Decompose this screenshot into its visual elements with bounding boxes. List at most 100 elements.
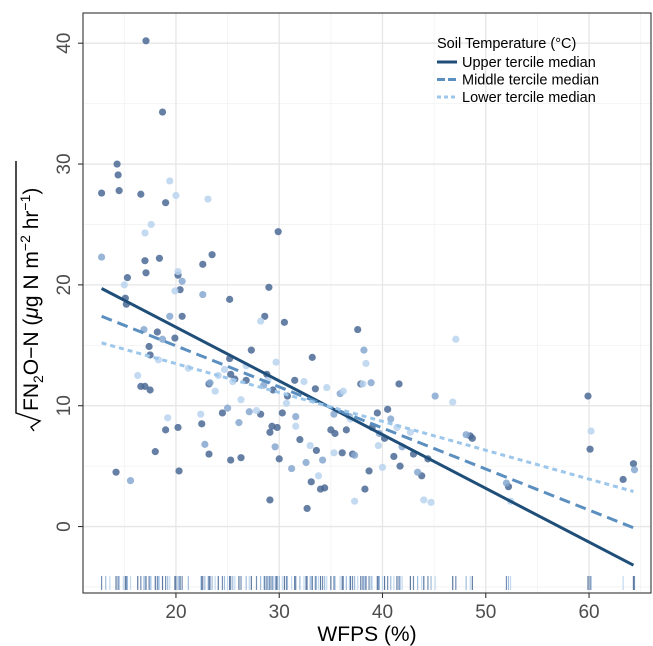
point-middle: [302, 458, 310, 467]
point-upper: [218, 409, 227, 417]
point-upper: [331, 429, 339, 438]
point-lower: [171, 287, 179, 295]
point-upper: [171, 334, 179, 342]
point-upper: [321, 484, 329, 492]
point-lower: [420, 496, 428, 504]
point-middle: [166, 312, 174, 320]
point-upper: [303, 504, 311, 513]
point-upper: [155, 254, 164, 262]
svg-text:FN2O−N (μg N m−2 hr−1): FN2O−N (μg N m−2 hr−1): [17, 188, 46, 411]
point-lower: [362, 359, 370, 368]
x-tick-label: 20: [165, 602, 186, 623]
point-lower: [237, 396, 245, 404]
y-tick-label: 40: [54, 33, 75, 54]
point-lower: [282, 399, 291, 407]
point-upper: [280, 318, 288, 326]
ylabel-sup-a: −2: [17, 235, 33, 251]
y-tick-label: 0: [54, 521, 75, 532]
point-middle: [235, 419, 243, 427]
point-upper: [113, 160, 121, 168]
point-lower: [197, 410, 205, 418]
point-upper: [311, 385, 319, 393]
point-middle: [431, 392, 439, 400]
point-upper: [115, 187, 123, 195]
trend-lines: [100, 287, 635, 567]
x-tick-label: 40: [372, 602, 393, 623]
point-middle: [201, 440, 209, 448]
point-middle: [630, 466, 639, 474]
legend-title: Soil Temperature (°C): [437, 36, 576, 52]
point-lower: [330, 449, 338, 457]
x-tick-label: 60: [578, 602, 599, 623]
point-upper: [354, 325, 362, 334]
point-lower: [220, 365, 229, 374]
point-lower: [449, 398, 457, 406]
point-upper: [158, 108, 167, 116]
axis-ticks: 20 30 40 50 60 0 10 20 30 40: [54, 33, 600, 623]
plot-border: [82, 12, 652, 594]
point-middle: [158, 335, 167, 343]
point-upper: [141, 257, 149, 265]
point-lower: [339, 387, 347, 395]
y-tick-label: 20: [54, 274, 75, 295]
point-lower: [166, 177, 174, 185]
legend-label-2: Lower tercile median: [462, 90, 596, 106]
point-upper: [629, 460, 638, 468]
point-upper: [468, 434, 476, 442]
point-middle: [126, 477, 135, 485]
point-upper: [151, 448, 159, 456]
point-upper: [174, 423, 182, 432]
point-middle: [330, 410, 338, 418]
rug-marks: [100, 576, 636, 590]
ylabel-sup-b: −1: [17, 194, 33, 210]
point-middle: [271, 443, 279, 451]
point-upper: [307, 478, 315, 486]
trend-line-1: [101, 314, 634, 530]
point-upper: [273, 423, 281, 432]
point-upper: [261, 312, 269, 320]
point-upper: [175, 467, 183, 475]
legend-label-1: Middle tercile median: [462, 73, 599, 89]
point-upper: [137, 190, 145, 198]
point-middle: [245, 408, 253, 416]
point-upper: [361, 485, 369, 493]
ylabel-mu: μ: [20, 307, 43, 320]
trend-line-0: [100, 287, 635, 567]
point-lower: [292, 422, 300, 430]
point-upper: [123, 274, 132, 282]
trend-line-2: [101, 341, 634, 493]
point-lower: [134, 371, 142, 380]
point-middle: [318, 456, 327, 464]
point-middle: [414, 468, 422, 476]
point-upper: [227, 370, 235, 378]
sqrt-sign: [15, 161, 42, 432]
point-lower: [587, 427, 595, 435]
point-upper: [384, 405, 392, 413]
ylabel-base: FN: [20, 383, 43, 411]
point-upper: [312, 446, 320, 455]
point-upper: [137, 382, 145, 390]
point-upper: [97, 189, 106, 197]
point-middle: [292, 412, 300, 421]
ylabel-close: ): [20, 188, 43, 195]
point-upper: [247, 346, 255, 354]
point-lower: [374, 441, 382, 450]
point-upper: [227, 456, 235, 464]
point-lower: [120, 281, 128, 289]
point-lower: [272, 358, 280, 366]
point-upper: [308, 353, 316, 361]
point-middle: [360, 346, 368, 354]
point-middle: [367, 379, 375, 387]
point-lower: [314, 472, 323, 480]
point-upper: [278, 409, 286, 417]
point-upper: [390, 452, 398, 461]
point-upper: [266, 428, 274, 436]
point-upper: [162, 426, 170, 434]
point-lower: [323, 383, 331, 392]
ylabel-unit-b: hr: [20, 211, 43, 236]
point-lower: [141, 229, 149, 237]
point-upper: [619, 475, 627, 484]
point-middle: [351, 451, 359, 459]
point-upper: [338, 449, 346, 457]
grid-lines: [83, 13, 651, 593]
